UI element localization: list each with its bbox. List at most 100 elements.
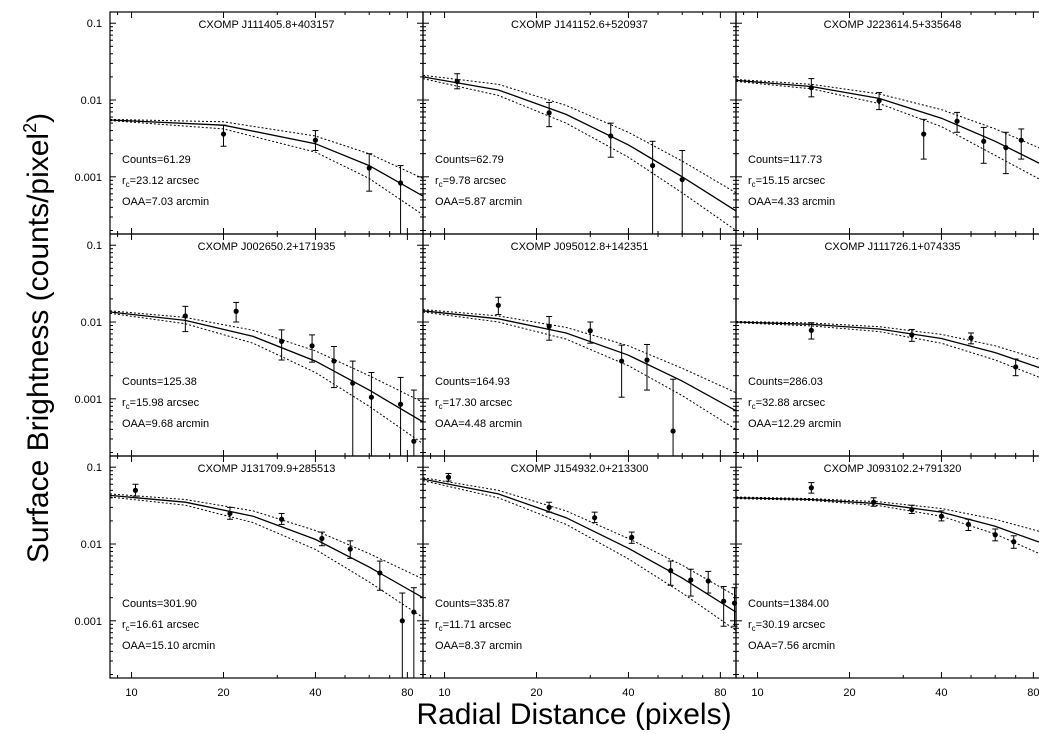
rc-symbol: r <box>122 397 126 409</box>
oaa-annotation: OAA=12.29 arcmin <box>748 418 841 430</box>
model-lower-bound <box>736 322 1039 378</box>
data-point <box>968 332 975 345</box>
counts-annotation: Counts=164.93 <box>435 376 510 388</box>
rc-value: =17.30 arcsec <box>443 397 513 409</box>
rc-value: =15.98 arcsec <box>130 397 200 409</box>
data-marker <box>650 162 656 169</box>
rc-symbol: r <box>748 175 752 187</box>
model-fit-line <box>110 494 423 599</box>
data-point <box>1012 358 1019 377</box>
data-point <box>368 372 375 456</box>
data-marker <box>377 570 383 576</box>
data-point <box>546 501 553 513</box>
panel-title: CXOMP J154932.0+213300 <box>511 463 649 475</box>
data-marker <box>954 118 960 124</box>
data-marker <box>546 504 552 510</box>
model-fit-line <box>736 497 1039 543</box>
data-marker <box>312 137 319 143</box>
x-tick-label: 40 <box>622 687 634 699</box>
data-point <box>399 592 406 678</box>
oaa-annotation: OAA=4.48 arcmin <box>435 418 522 430</box>
data-point <box>687 568 694 597</box>
model-upper-bound <box>736 320 1039 360</box>
data-point <box>965 518 972 531</box>
model-lower-bound <box>110 312 423 445</box>
model-lower-bound <box>110 120 423 216</box>
data-point <box>628 531 635 544</box>
data-marker <box>679 176 685 183</box>
rc-subscript: c <box>439 180 443 189</box>
x-tick-label: 80 <box>1027 687 1039 699</box>
data-point <box>226 506 233 520</box>
data-point <box>349 360 356 456</box>
x-tick-label: 10 <box>751 687 763 699</box>
y-tick-label: 0.001 <box>74 172 102 184</box>
data-marker <box>619 358 625 364</box>
panel-9: 10 20 40 80 CXOMP J093102.2+791320 Counts=138… <box>735 455 1039 699</box>
panel-6: CXOMP J111726.1+074335 Counts=286.03 rc=32… <box>735 233 1039 457</box>
data-marker <box>411 609 417 615</box>
data-point <box>870 497 877 507</box>
data-point <box>618 344 625 398</box>
data-point <box>954 111 961 133</box>
data-point <box>667 560 674 586</box>
data-point <box>643 343 650 391</box>
core-radius-annotation: rc=23.12 arcsec <box>122 175 200 189</box>
panel-title: CXOMP J111726.1+074335 <box>824 241 960 253</box>
data-point <box>397 376 404 456</box>
panel-title: CXOMP J095012.8+142351 <box>511 241 649 253</box>
data-point <box>445 472 452 482</box>
data-point <box>182 305 189 333</box>
y-tick-label: 0.1 <box>87 462 102 474</box>
data-marker <box>871 499 877 505</box>
data-point <box>495 296 502 316</box>
x-tick-label: 80 <box>714 687 726 699</box>
y-tick-label: 0.01 <box>81 317 102 329</box>
data-marker <box>705 578 711 584</box>
panel-title: CXOMP J093102.2+791320 <box>824 463 962 475</box>
data-marker <box>992 532 998 538</box>
panel-grid: 0.1 0.01 0.001 CXOMP J111405.8+403157 Counts… <box>74 11 1039 699</box>
panel-5: CXOMP J095012.8+142351 Counts=164.93 rc=17… <box>422 233 737 457</box>
data-marker <box>546 323 552 329</box>
data-point <box>908 504 915 514</box>
y-axis-title-main: Surface Brightness (counts/pixel <box>22 133 55 563</box>
rc-value: =23.12 arcsec <box>130 175 200 187</box>
y-axis-title-close: ) <box>22 113 55 123</box>
data-marker <box>411 438 417 444</box>
x-tick-label: 10 <box>125 687 137 699</box>
data-point <box>132 483 139 497</box>
counts-annotation: Counts=335.87 <box>435 598 510 610</box>
x-tick-label: 40 <box>935 687 947 699</box>
panel-2: CXOMP J141152.6+520937 Counts=62.79 rc=9.7… <box>422 11 737 235</box>
data-marker <box>220 131 227 137</box>
data-point <box>649 140 656 234</box>
data-marker <box>331 358 337 364</box>
data-point <box>233 301 240 323</box>
rc-value: =32.88 arcsec <box>756 397 826 409</box>
model-lower-bound <box>423 311 736 430</box>
data-point <box>705 570 712 594</box>
y-tick-label: 0.1 <box>87 18 102 30</box>
data-point <box>808 78 815 98</box>
x-tick-label: 20 <box>530 687 542 699</box>
data-marker <box>350 380 356 386</box>
data-point <box>908 328 915 342</box>
panel-title: CXOMP J131709.9+285513 <box>198 463 336 475</box>
rc-subscript: c <box>126 624 130 633</box>
data-marker <box>670 428 676 434</box>
data-marker <box>876 98 882 104</box>
y-tick-label: 0.001 <box>74 394 102 406</box>
rc-symbol: r <box>435 619 439 631</box>
y-tick-label: 0.1 <box>87 240 102 252</box>
rc-value: =15.15 arcsec <box>756 175 826 187</box>
data-marker <box>399 618 405 624</box>
data-marker <box>808 485 814 491</box>
data-point <box>330 345 337 389</box>
data-point <box>312 130 319 152</box>
data-marker <box>397 180 404 186</box>
rc-subscript: c <box>752 402 756 411</box>
model-upper-bound <box>423 74 736 194</box>
data-point <box>318 531 325 547</box>
panel-title: CXOMP J223614.5+335648 <box>824 19 962 31</box>
